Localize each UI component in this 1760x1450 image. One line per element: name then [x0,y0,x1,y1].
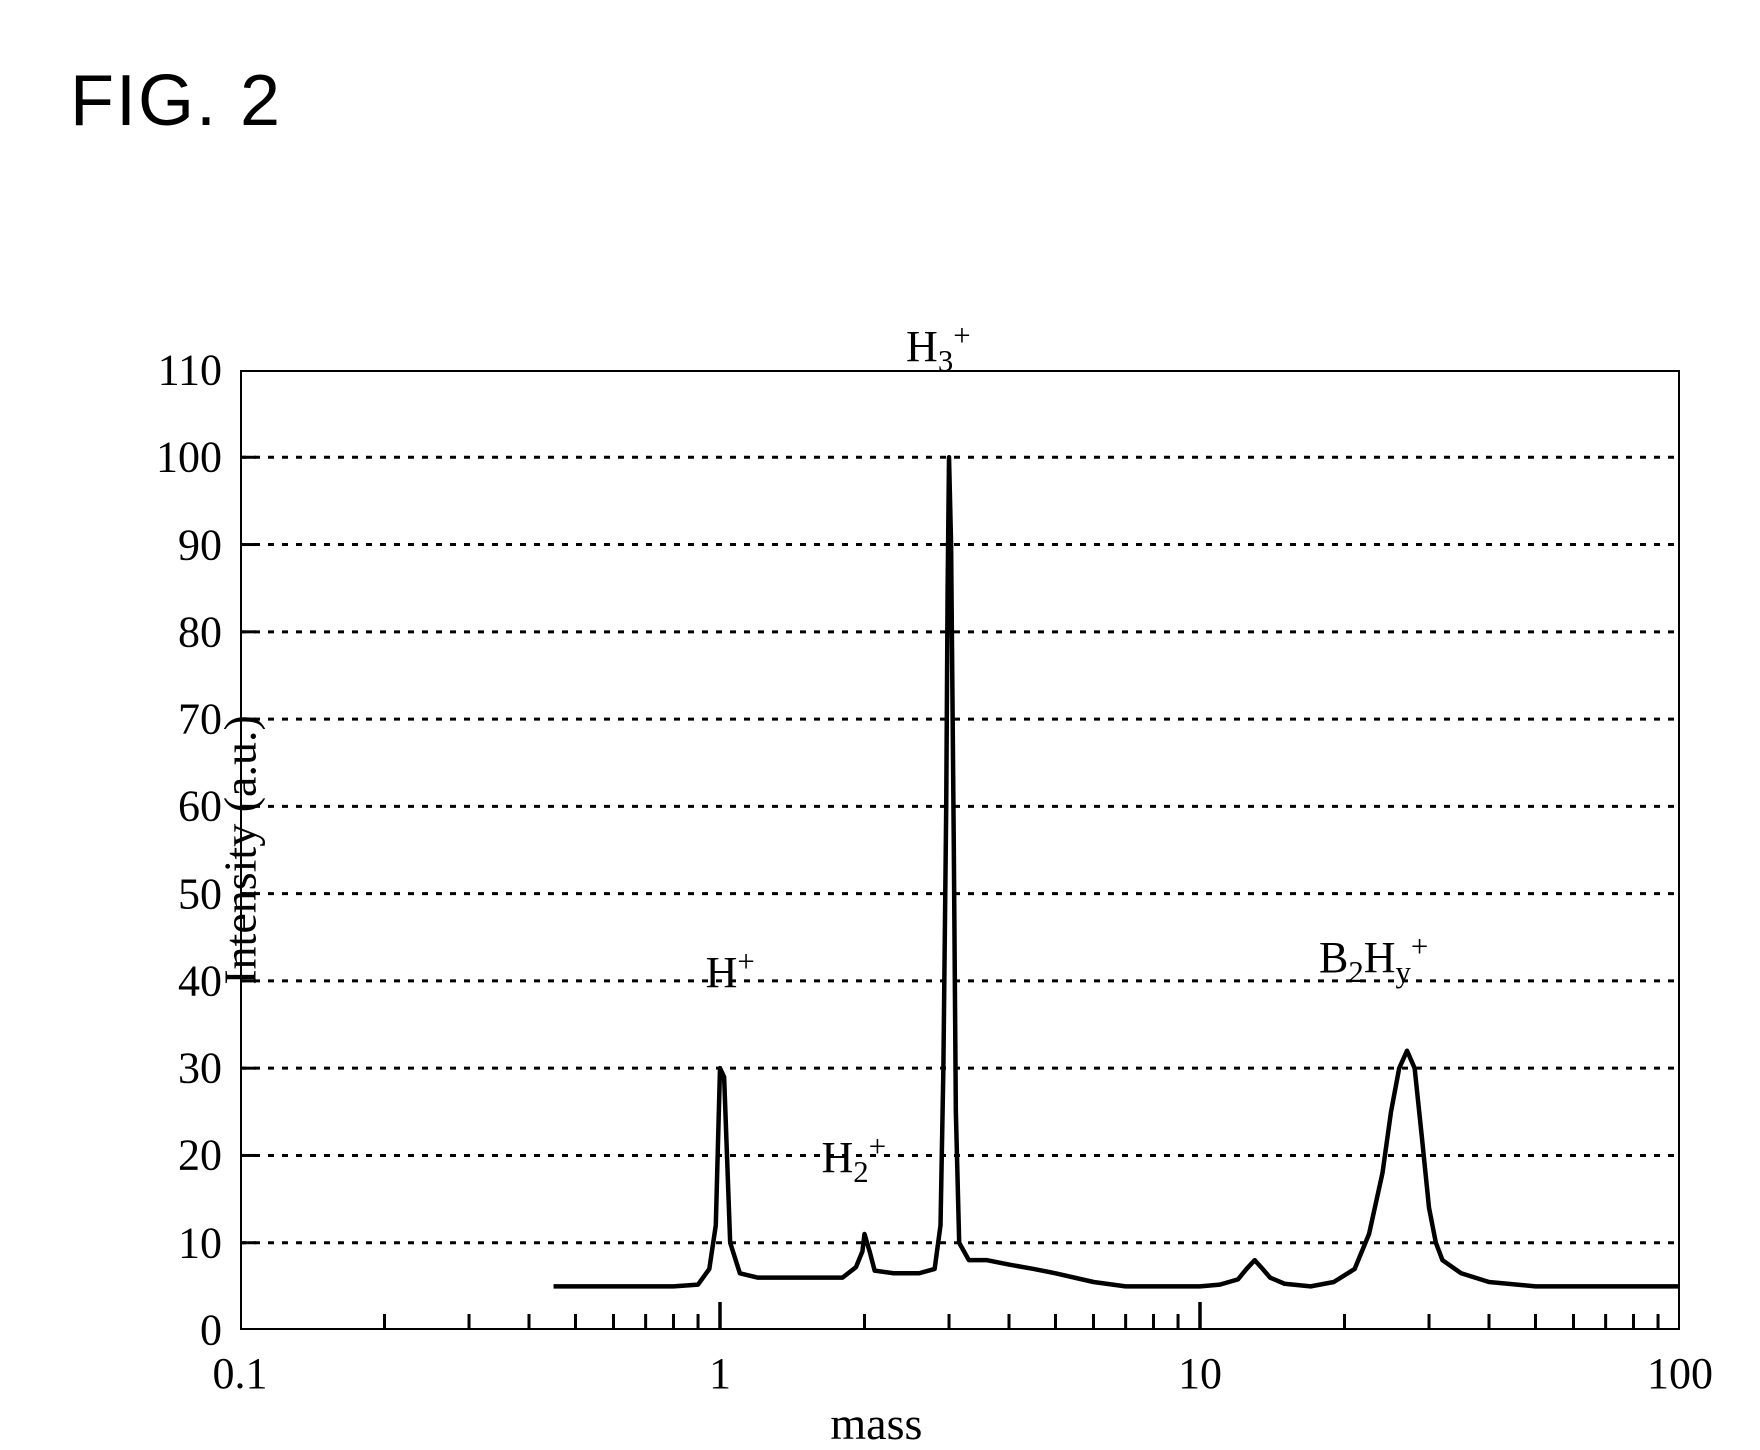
y-tick-label: 90 [178,519,222,570]
spectrum-line [554,457,1680,1286]
figure-title: FIG. 2 [70,60,282,142]
peak-label: B2Hy+ [1319,929,1428,989]
y-tick-label: 110 [158,345,222,396]
x-tick-label: 10 [1178,1348,1222,1399]
peak-label: H+ [706,945,755,999]
y-tick-label: 30 [178,1043,222,1094]
y-tick-label: 40 [178,955,222,1006]
x-tick-label: 1 [709,1348,731,1399]
y-tick-label: 80 [178,606,222,657]
y-tick-label: 20 [178,1130,222,1181]
peak-label: H3+ [906,318,971,378]
y-tick-label: 70 [178,694,222,745]
y-tick-label: 50 [178,868,222,919]
y-tick-label: 100 [156,432,222,483]
y-tick-label: 10 [178,1217,222,1268]
plot-svg [240,370,1680,1330]
peak-label: H2+ [822,1130,887,1190]
x-tick-label: 100 [1647,1348,1713,1399]
x-tick-label: 0.1 [213,1348,268,1399]
mass-spectrum-chart: Intensity (a.u.) mass 010203040506070809… [240,370,1680,1330]
x-axis-label: mass [830,1397,922,1450]
y-tick-label: 60 [178,781,222,832]
